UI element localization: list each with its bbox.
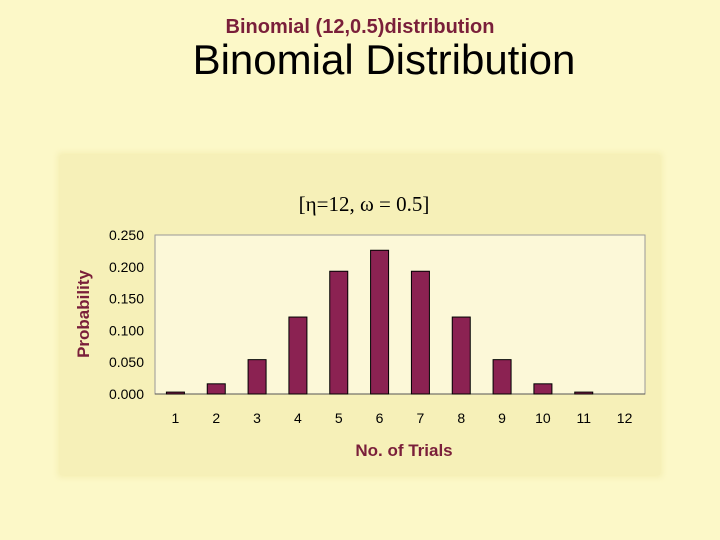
x-tick-label: 8 [457, 410, 465, 426]
plot-area [154, 234, 646, 395]
x-tick-label: 11 [576, 410, 591, 426]
bar-9 [492, 359, 512, 395]
chart-subtitle: [η=12, ω = 0.5] [298, 192, 430, 216]
y-tick-label: 0.150 [109, 291, 144, 307]
x-tick-label: 10 [535, 410, 551, 426]
x-axis-title: No. of Trials [355, 441, 452, 460]
x-tick-label: 5 [335, 410, 343, 426]
x-tick-label: 7 [417, 410, 425, 426]
bar-6 [370, 249, 390, 395]
bar-1 [165, 391, 185, 395]
x-tick-labels: 1 2 3 4 5 6 7 8 9 10 11 12 [172, 410, 633, 426]
x-tick-label: 1 [172, 410, 180, 426]
bar-10 [533, 383, 553, 395]
x-tick-label: 12 [617, 410, 633, 426]
x-tick-label: 3 [253, 410, 261, 426]
chart-title: Binomial (12,0.5)distribution [225, 16, 495, 38]
y-tick-label: 0.250 [109, 227, 144, 243]
bar-3 [247, 359, 267, 395]
y-tick-label: 0.000 [109, 386, 144, 402]
y-axis-title: Probability [74, 270, 93, 358]
y-tick-labels: 0.000 0.050 0.100 0.150 0.200 0.250 [109, 227, 144, 402]
bars [165, 249, 594, 395]
bar-4 [288, 316, 308, 395]
x-tick-label: 6 [376, 410, 384, 426]
y-tick-label: 0.050 [109, 354, 144, 370]
x-tick-label: 9 [498, 410, 506, 426]
x-tick-label: 2 [212, 410, 220, 426]
bar-7 [410, 270, 430, 395]
x-tick-label: 4 [294, 410, 302, 426]
plot-background [154, 234, 646, 395]
bar-8 [451, 316, 471, 395]
bar-2 [206, 383, 226, 395]
y-tick-label: 0.100 [109, 322, 144, 338]
bar-5 [329, 270, 349, 395]
bar-11 [574, 391, 594, 395]
slide-title: Binomial Distribution [192, 36, 576, 83]
y-tick-label: 0.200 [109, 259, 144, 275]
